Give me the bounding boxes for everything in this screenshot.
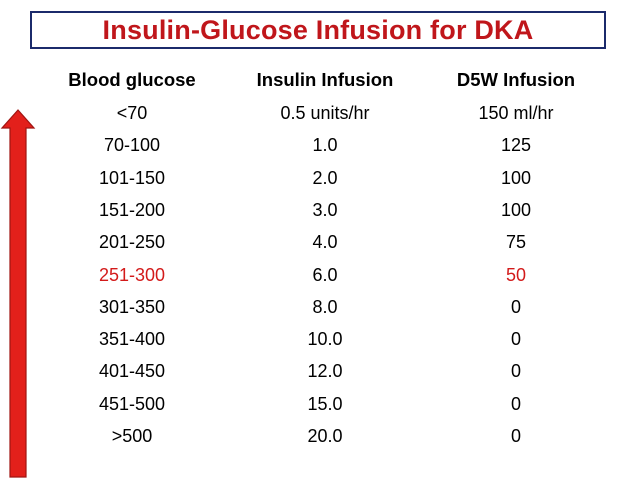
cell-insulin-infusion: 3.0 [312, 199, 338, 220]
header-d5w-infusion: D5W Infusion [456, 69, 576, 90]
cell-insulin-infusion: 4.0 [312, 232, 338, 253]
cell-d5w-infusion: 125 [500, 135, 532, 156]
cell-blood-glucose: 451-500 [98, 393, 166, 414]
header-blood-glucose: Blood glucose [68, 69, 196, 90]
cell-insulin-infusion: 15.0 [307, 393, 343, 414]
header-insulin-infusion: Insulin Infusion [256, 69, 394, 90]
cell-blood-glucose: 401-450 [98, 361, 166, 382]
title-box: Insulin-Glucose Infusion for DKA [30, 11, 606, 49]
cell-blood-glucose: 101-150 [98, 167, 166, 188]
cell-d5w-infusion: 0 [510, 393, 521, 414]
page-title: Insulin-Glucose Infusion for DKA [102, 14, 534, 45]
cell-blood-glucose: 201-250 [98, 232, 166, 253]
cell-insulin-infusion: 0.5 units/hr [280, 103, 370, 123]
cell-d5w-infusion: 75 [505, 232, 527, 253]
cell-d5w-infusion: 0 [510, 361, 521, 382]
cell-insulin-infusion: 1.0 [312, 135, 338, 156]
cell-insulin-infusion: 10.0 [307, 329, 343, 350]
cell-insulin-infusion: 8.0 [312, 296, 338, 317]
cell-insulin-infusion: 2.0 [312, 167, 338, 188]
up-arrow-icon [0, 109, 36, 478]
cell-insulin-infusion: 6.0 [312, 264, 338, 285]
cell-blood-glucose: 151-200 [98, 199, 166, 220]
cell-d5w-infusion: 50 [505, 264, 527, 285]
cell-insulin-infusion: 12.0 [307, 361, 343, 382]
cell-d5w-infusion: 0 [510, 296, 521, 317]
cell-d5w-infusion: 100 [500, 167, 532, 188]
cell-blood-glucose: >500 [111, 426, 153, 446]
cell-insulin-infusion: 20.0 [307, 426, 343, 446]
cell-d5w-infusion: 150 ml/hr [478, 103, 554, 123]
cell-blood-glucose: 351-400 [98, 329, 166, 350]
cell-d5w-infusion: 0 [510, 329, 521, 350]
cell-d5w-infusion: 100 [500, 199, 532, 220]
cell-blood-glucose: <70 [116, 103, 148, 123]
cell-blood-glucose: 301-350 [98, 296, 166, 317]
cell-d5w-infusion: 0 [510, 426, 521, 446]
cell-blood-glucose: 70-100 [103, 135, 161, 156]
cell-blood-glucose: 251-300 [98, 264, 166, 285]
